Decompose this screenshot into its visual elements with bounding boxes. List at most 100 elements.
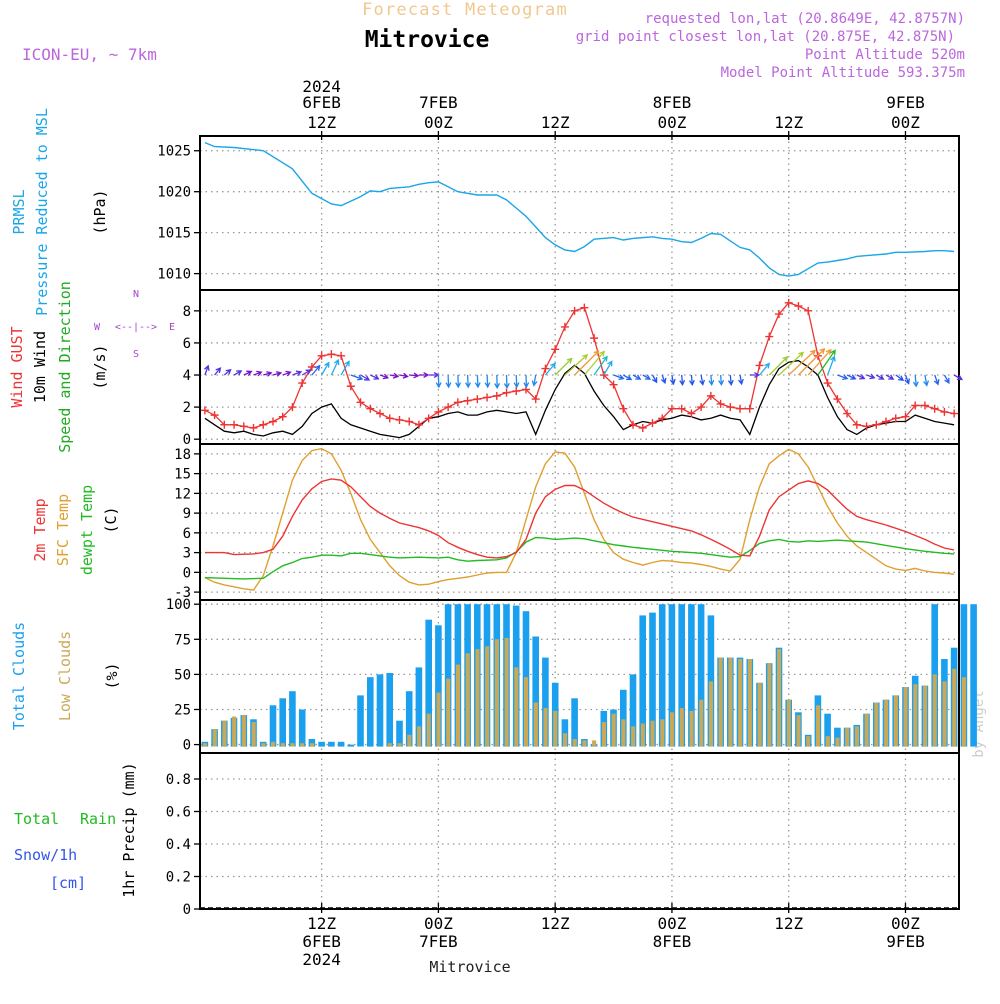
y-tick-label: 12 — [174, 486, 191, 502]
top-axis-date: 6FEB — [302, 93, 341, 112]
low-cloud-bar — [494, 639, 499, 747]
wind-compass: N S W E <--|--> — [94, 289, 175, 360]
bottom-axis-hour: 12Z — [307, 914, 336, 933]
wind-direction-arrow — [622, 374, 633, 381]
total-cloud-bar — [415, 667, 423, 747]
low-cloud-bar — [465, 653, 470, 747]
wind-gust-marker — [736, 404, 745, 413]
wind-direction-arrow — [360, 374, 371, 381]
compass-east: E — [169, 322, 175, 333]
precip-unit-label: 1hr Precip (mm) — [120, 762, 138, 897]
y-tick-label: 1010 — [157, 267, 191, 283]
low-cloud-bar — [290, 743, 295, 747]
bottom-axis-hour: 12Z — [774, 914, 803, 933]
low-cloud-bar — [923, 685, 928, 747]
dewpt-temp-label: dewpt Temp — [78, 485, 96, 575]
snow-unit-label: [cm] — [50, 874, 86, 892]
low-cloud-bar — [485, 646, 490, 747]
panel-5: 0 0.2 0.4 0.6 0.8 — [166, 752, 960, 918]
wind-gust-marker — [434, 407, 443, 416]
total-cloud-bar — [668, 604, 676, 747]
footer-location: Mitrovice — [429, 958, 510, 976]
wind-direction-arrow — [699, 374, 706, 386]
low-cloud-bar — [524, 677, 529, 747]
total-cloud-bar — [425, 619, 432, 747]
wind-direction-arrow — [474, 374, 481, 389]
wind-gust-marker — [210, 411, 219, 420]
compass-west-east-axis: <--|--> — [115, 322, 157, 333]
wind-gust-marker — [463, 396, 472, 405]
total-cloud-bar — [386, 673, 393, 747]
low-cloud-bar — [747, 659, 752, 747]
low-cloud-bar — [232, 716, 237, 747]
wind-direction-arrow — [263, 371, 273, 377]
wind-gust-marker — [794, 302, 803, 311]
wind-direction-arrow — [778, 351, 805, 376]
pressure-side-labels: PRMSL Pressure Reduced to MSL (hPa) — [10, 108, 109, 316]
y-tick-label: 0 — [183, 902, 191, 918]
wind-gust-marker — [424, 414, 433, 423]
wind-direction-arrow — [243, 370, 253, 376]
wind-direction-arrow — [669, 374, 676, 386]
bottom-axis-date: 7FEB — [419, 932, 458, 951]
total-clouds-label: Total Clouds — [10, 622, 28, 730]
wind-direction-arrow — [311, 364, 321, 376]
sfc-temp-label: SFC Temp — [54, 494, 72, 566]
low-cloud-bar — [407, 734, 412, 747]
wind-gust-marker — [560, 322, 569, 331]
total-cloud-bar — [337, 741, 345, 747]
wind-gust-marker — [667, 404, 676, 413]
low-cloud-bar — [952, 668, 957, 747]
panel-3: -3 0 3 6 9 12 15 18 — [174, 443, 960, 601]
wind-direction-arrow — [688, 374, 695, 387]
wind-direction-arrow — [544, 362, 556, 376]
low-cloud-bar — [251, 722, 256, 747]
snow-label: Snow/1h — [14, 846, 77, 864]
wind-direction-arrow — [379, 373, 390, 380]
y-tick-label: 0.4 — [166, 837, 191, 853]
wind-direction-arrow — [214, 367, 222, 376]
wind-direction-arrow — [797, 348, 826, 376]
low-cloud-bar — [222, 720, 227, 747]
wind-direction-arrow — [912, 374, 919, 388]
low-cloud-bar — [504, 637, 509, 747]
wind-direction-arrow — [603, 360, 613, 376]
wind-direction-arrow — [445, 374, 452, 389]
wind-gust-marker — [648, 419, 657, 428]
wind-gust-marker — [638, 423, 647, 432]
wind-side-labels: Wind GUST 10m Wind Speed and Direction (… — [8, 281, 109, 453]
wind-gust-marker — [230, 420, 239, 429]
wind-direction-arrow — [418, 372, 430, 378]
y-tick-label: 6 — [183, 336, 191, 352]
low-cloud-bar — [601, 722, 606, 747]
low-cloud-bar — [796, 715, 801, 747]
wind-direction-arrow — [737, 374, 744, 386]
low-cloud-bar — [708, 681, 713, 747]
low-cloud-bar — [280, 743, 285, 747]
top-axis-hour: 12Z — [541, 113, 570, 132]
low-cloud-bar — [689, 710, 694, 747]
total-cloud-bar — [620, 689, 627, 747]
bottom-axis-hour: 00Z — [891, 914, 920, 933]
total-cloud-bar — [308, 739, 316, 747]
chart-layer: 101010151020102502468-303691215180255075… — [157, 77, 977, 969]
wind-gust-marker — [882, 417, 891, 426]
bottom-axis-hour: 12Z — [541, 914, 570, 933]
wind-gust-marker — [298, 379, 307, 388]
wind-direction-arrow — [933, 374, 940, 386]
y-tick-label: 0.8 — [166, 772, 191, 788]
wind-gust-marker — [677, 404, 686, 413]
wind-direction-arrow — [846, 374, 857, 380]
wind-gust-marker — [940, 407, 949, 416]
low-cloud-bar — [718, 657, 723, 747]
wind-gust-marker — [239, 422, 248, 431]
low-cloud-bar — [854, 726, 859, 747]
wind-direction-arrow — [523, 374, 530, 389]
wind-gust-marker — [512, 387, 521, 396]
low-cloud-bar — [699, 699, 704, 747]
wind-direction-arrow — [233, 370, 243, 376]
compass-south: S — [133, 349, 139, 360]
wind-gust-marker — [551, 345, 560, 354]
wind-direction-arrow — [465, 374, 471, 389]
wind-gust-marker — [268, 417, 277, 426]
